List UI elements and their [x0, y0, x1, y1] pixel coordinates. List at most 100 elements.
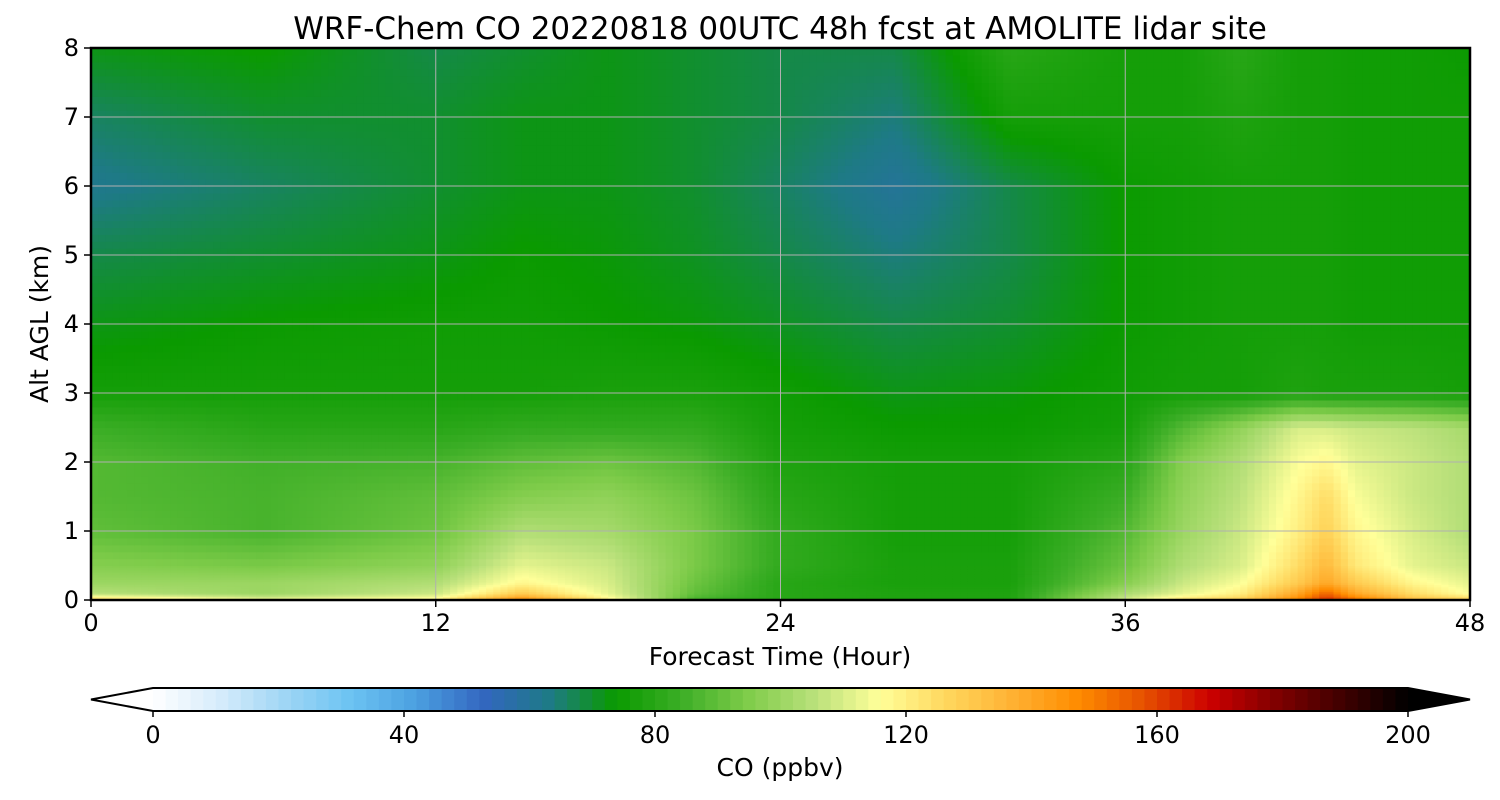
heatmap-cell — [241, 544, 250, 553]
heatmap-cell — [442, 594, 451, 598]
heatmap-cell — [521, 574, 530, 577]
heatmap-cell — [299, 524, 308, 532]
heatmap-cell — [1211, 551, 1220, 560]
heatmap-cell — [241, 531, 250, 539]
heatmap-cell — [550, 544, 559, 553]
heatmap-cell — [1419, 572, 1428, 575]
heatmap-cell — [91, 591, 99, 594]
heatmap-cell — [263, 572, 272, 575]
heatmap-cell — [1434, 568, 1442, 572]
heatmap-cell — [981, 524, 990, 532]
heatmap-cell — [1139, 568, 1148, 572]
heatmap-cell — [794, 593, 803, 596]
heatmap-cell — [1132, 584, 1141, 587]
heatmap-cell — [1376, 551, 1385, 560]
heatmap-cell — [1197, 570, 1205, 573]
heatmap-cell — [320, 524, 329, 532]
heatmap-cell — [126, 565, 135, 568]
heatmap-cell — [651, 579, 659, 582]
heatmap-cell — [1103, 579, 1112, 582]
heatmap-cell — [471, 575, 480, 579]
heatmap-cell — [514, 551, 523, 560]
heatmap-cell — [550, 581, 559, 584]
heatmap-cell — [723, 586, 731, 589]
heatmap-cell — [478, 524, 487, 532]
heatmap-cell — [701, 593, 710, 596]
heatmap-cell — [658, 594, 667, 598]
heatmap-cell — [263, 589, 272, 592]
heatmap-cell — [1031, 594, 1040, 598]
heatmap-cell — [1383, 572, 1392, 575]
heatmap-cell — [687, 581, 695, 584]
heatmap-cell — [945, 568, 954, 572]
heatmap-cell — [421, 551, 430, 560]
heatmap-cell — [320, 581, 329, 584]
heatmap-cell — [1419, 544, 1428, 553]
heatmap-cell — [1204, 558, 1213, 567]
heatmap-cell — [1297, 574, 1306, 577]
heatmap-cell — [1067, 567, 1076, 570]
heatmap-cell — [1218, 537, 1227, 546]
heatmap-cell — [572, 581, 580, 584]
heatmap-cell — [1175, 584, 1184, 587]
heatmap-cell — [464, 589, 473, 592]
heatmap-cell — [658, 586, 667, 589]
heatmap-cell — [651, 572, 659, 575]
heatmap-cell — [1326, 574, 1335, 577]
heatmap-cell — [543, 524, 552, 532]
heatmap-cell — [1333, 596, 1342, 599]
heatmap-cell — [830, 568, 839, 572]
heatmap-cell — [1448, 558, 1457, 567]
heatmap-cell — [356, 581, 365, 584]
heatmap-cell — [1311, 568, 1320, 572]
heatmap-cell — [1218, 579, 1227, 582]
heatmap-cell — [284, 524, 293, 532]
heatmap-cell — [407, 587, 415, 591]
heatmap-cell — [658, 574, 667, 577]
heatmap-cell — [1161, 565, 1169, 568]
heatmap-cell — [651, 577, 659, 580]
heatmap-cell — [1175, 574, 1184, 577]
heatmap-cell — [988, 544, 997, 553]
heatmap-cell — [1426, 575, 1435, 579]
heatmap-cell — [1462, 531, 1470, 539]
heatmap-cell — [1017, 558, 1026, 567]
heatmap-cell — [1297, 551, 1306, 560]
heatmap-cell — [277, 565, 286, 568]
heatmap-cell — [1283, 524, 1292, 532]
heatmap-cell — [1197, 593, 1205, 596]
heatmap-cell — [579, 544, 588, 553]
heatmap-cell — [672, 593, 681, 596]
heatmap-cell — [1376, 582, 1385, 586]
heatmap-cell — [428, 551, 437, 560]
heatmap-cell — [1103, 594, 1112, 598]
heatmap-cell — [723, 589, 731, 592]
heatmap-cell — [1017, 587, 1026, 591]
heatmap-cell — [744, 586, 753, 589]
heatmap-cell — [1376, 531, 1385, 539]
heatmap-cell — [299, 579, 308, 582]
heatmap-cell — [615, 577, 624, 580]
heatmap-cell — [1369, 570, 1378, 573]
heatmap-cell — [112, 572, 121, 575]
heatmap-cell — [694, 574, 703, 577]
heatmap-cell — [428, 582, 437, 586]
heatmap-cell — [1311, 565, 1320, 568]
heatmap-cell — [148, 572, 157, 575]
heatmap-cell — [205, 568, 214, 572]
heatmap-cell — [629, 565, 638, 568]
heatmap-cell — [852, 531, 861, 539]
heatmap-cell — [1333, 572, 1342, 575]
heatmap-cell — [414, 575, 422, 579]
heatmap-cell — [730, 587, 738, 591]
heatmap-cell — [1434, 567, 1442, 570]
heatmap-cell — [249, 577, 257, 580]
heatmap-cell — [967, 551, 976, 560]
heatmap-cell — [1182, 589, 1191, 592]
heatmap-cell — [328, 586, 336, 589]
heatmap-cell — [256, 551, 264, 560]
heatmap-cell — [421, 584, 430, 587]
heatmap-cell — [694, 577, 703, 580]
heatmap-cell — [184, 591, 193, 594]
heatmap-cell — [1304, 589, 1313, 592]
